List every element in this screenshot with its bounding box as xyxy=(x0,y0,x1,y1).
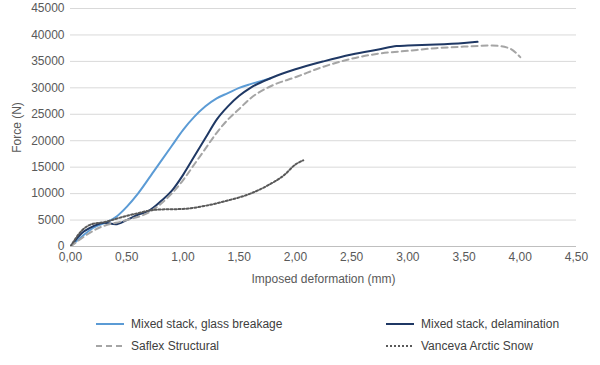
svg-text:35000: 35000 xyxy=(31,54,65,68)
svg-text:1,50: 1,50 xyxy=(227,250,251,264)
svg-text:1,00: 1,00 xyxy=(171,250,195,264)
svg-text:Imposed deformation (mm): Imposed deformation (mm) xyxy=(251,272,395,286)
svg-text:3,00: 3,00 xyxy=(396,250,420,264)
svg-text:30000: 30000 xyxy=(31,81,65,95)
svg-text:0,50: 0,50 xyxy=(115,250,139,264)
svg-text:4,00: 4,00 xyxy=(509,250,533,264)
svg-text:3,50: 3,50 xyxy=(452,250,476,264)
svg-text:0,00: 0,00 xyxy=(58,250,83,264)
svg-text:20000: 20000 xyxy=(31,134,65,148)
svg-text:2,50: 2,50 xyxy=(340,250,364,264)
html-text:Saflex Structural: Saflex Structural xyxy=(131,339,219,353)
html-text:Mixed stack, delamination: Mixed stack, delamination xyxy=(421,317,560,331)
svg-text:40000: 40000 xyxy=(31,28,65,42)
html-text:Vanceva Arctic Snow: Vanceva Arctic Snow xyxy=(421,339,533,353)
svg-text:4,50: 4,50 xyxy=(565,250,589,264)
svg-text:10000: 10000 xyxy=(31,186,65,200)
html-text:Mixed stack, glass breakage: Mixed stack, glass breakage xyxy=(131,317,283,331)
svg-text:25000: 25000 xyxy=(31,107,65,121)
svg-text:15000: 15000 xyxy=(31,160,65,174)
svg-text:Force (N): Force (N) xyxy=(10,102,24,153)
svg-text:45000: 45000 xyxy=(31,1,65,15)
svg-text:0: 0 xyxy=(58,239,65,253)
svg-text:5000: 5000 xyxy=(38,213,65,227)
svg-text:2,00: 2,00 xyxy=(284,250,308,264)
